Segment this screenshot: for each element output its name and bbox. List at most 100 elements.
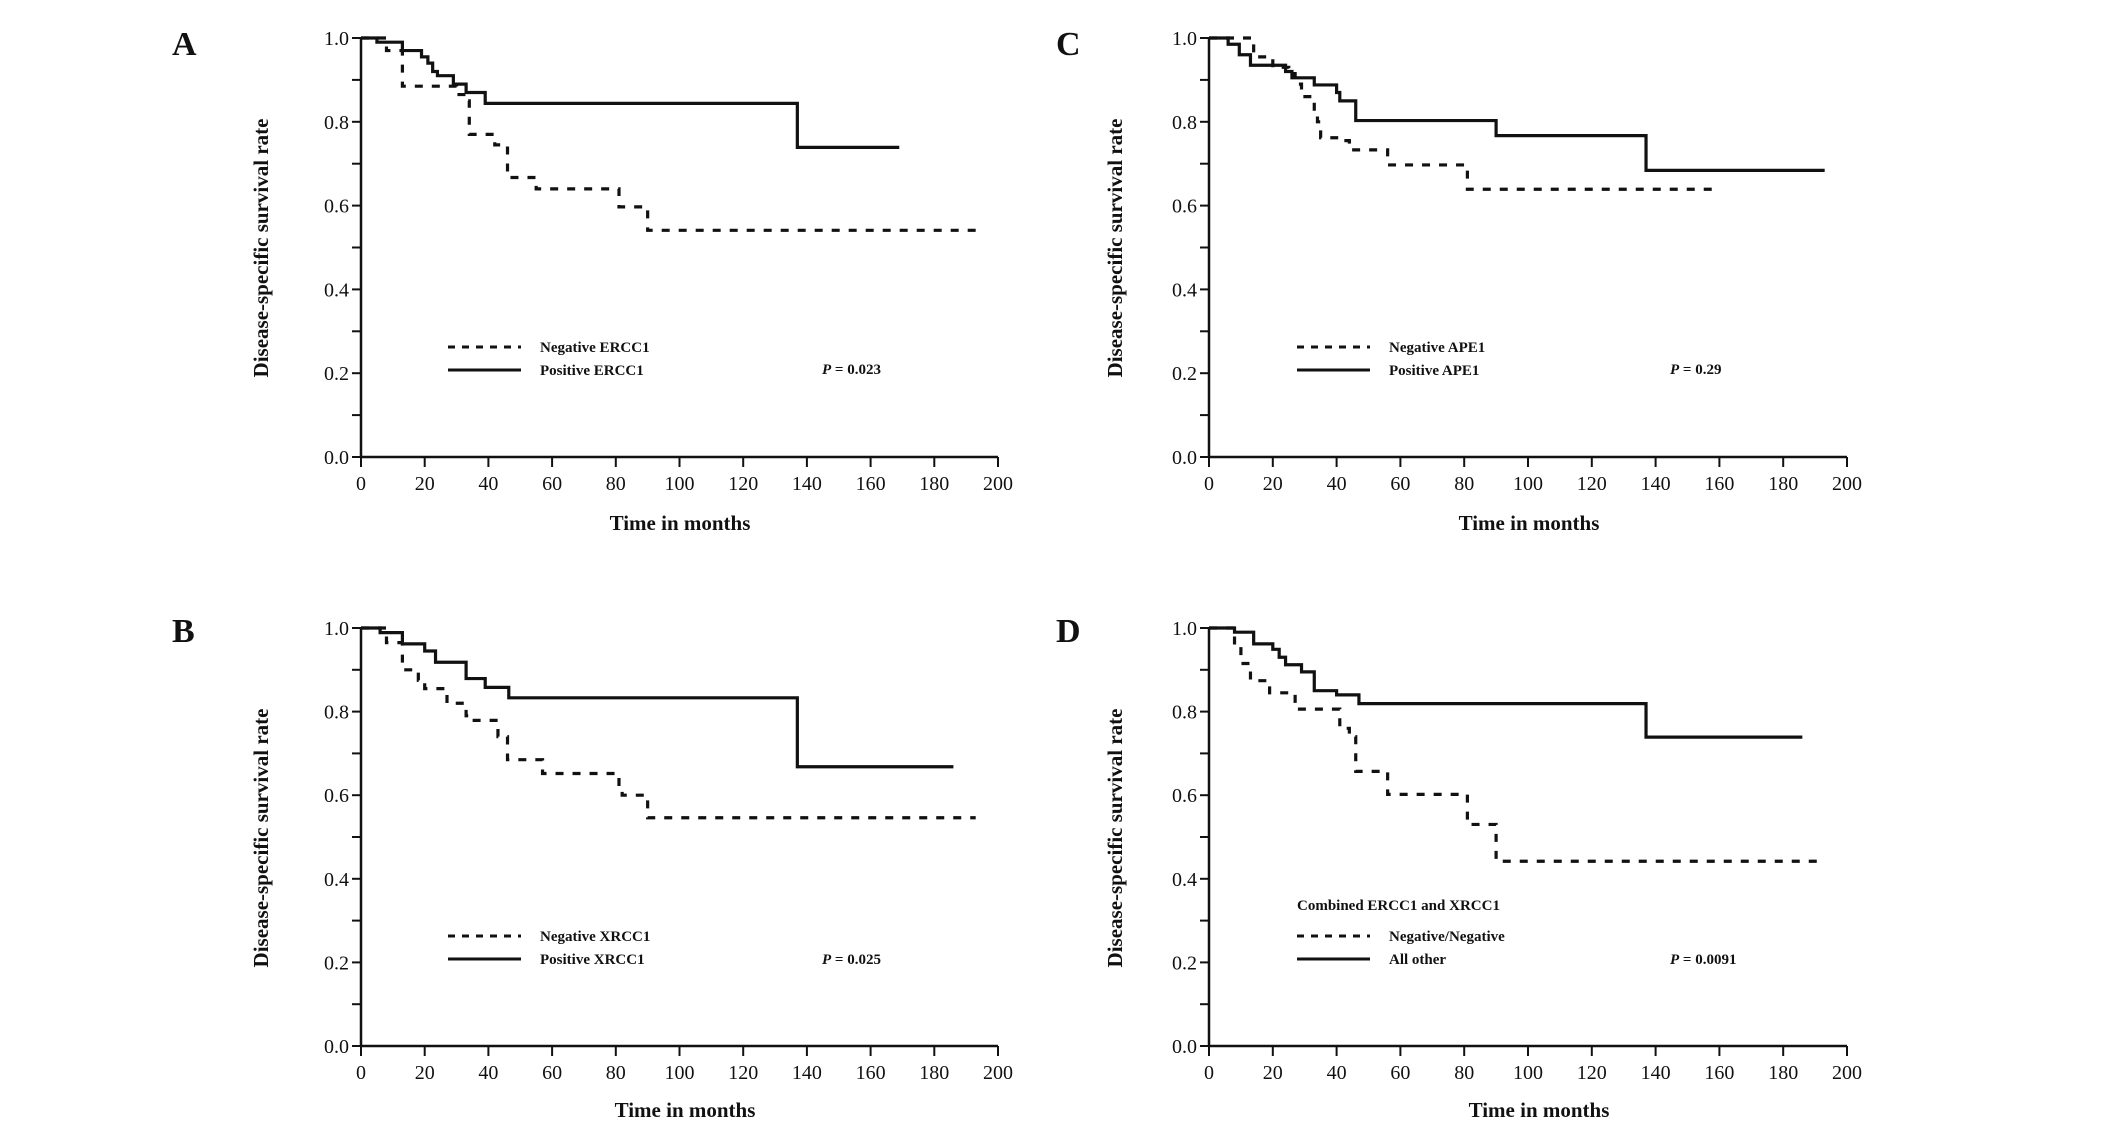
y-tick-label: 0.6 <box>324 196 349 218</box>
x-tick-label: 180 <box>919 473 949 495</box>
p-value-annotation: P = 0.29 <box>1670 362 1721 378</box>
x-tick-label: 180 <box>919 1062 949 1084</box>
panel-b: B 0.0 0.2 0.4 0.6 0.8 1.0 0 20 40 60 80 100 120 140 160… <box>172 613 1013 1122</box>
legend-label: Positive APE1 <box>1389 363 1479 379</box>
y-axis-title: Disease-specific survival rate <box>1103 119 1127 378</box>
y-tick-label: 1.0 <box>324 28 349 50</box>
legend-label: Negative/Negative <box>1389 929 1505 945</box>
x-tick-label: 120 <box>1577 473 1607 495</box>
legend-label: All other <box>1389 952 1446 968</box>
y-tick-label: 1.0 <box>1172 28 1197 50</box>
series-line-solid <box>1209 36 1825 173</box>
y-tick-label: 0.6 <box>1172 785 1197 807</box>
x-tick-label: 100 <box>665 473 695 495</box>
panel-letter: C <box>1056 26 1081 63</box>
y-tick-label: 0.8 <box>1172 702 1197 724</box>
x-tick-label: 20 <box>1263 1062 1283 1084</box>
x-tick-label: 0 <box>1204 473 1214 495</box>
series-line-solid <box>361 36 900 149</box>
x-tick-label: 160 <box>856 473 886 495</box>
panel-c: C 0.0 0.2 0.4 0.6 0.8 1.0 0 20 40 60 80 100 120 140 160… <box>1056 26 1862 535</box>
x-tick-label: 120 <box>728 1062 758 1084</box>
x-tick-label: 160 <box>856 1062 886 1084</box>
y-tick-label: 0.6 <box>324 785 349 807</box>
x-tick-label: 140 <box>1641 473 1671 495</box>
x-tick-label: 140 <box>792 473 822 495</box>
x-tick-label: 80 <box>606 473 626 495</box>
x-tick-label: 200 <box>1832 473 1862 495</box>
x-tick-label: 140 <box>1641 1062 1671 1084</box>
y-tick-label: 0.4 <box>324 279 349 301</box>
y-tick-label: 0.4 <box>1172 279 1197 301</box>
x-tick-label: 20 <box>415 1062 435 1084</box>
x-tick-label: 100 <box>1513 1062 1543 1084</box>
y-tick-label: 0.0 <box>324 1036 349 1058</box>
p-value-annotation: P = 0.0091 <box>1670 952 1736 968</box>
series-line-dashed <box>1209 626 1825 863</box>
y-axis-title: Disease-specific survival rate <box>1103 709 1127 968</box>
x-tick-label: 180 <box>1768 1062 1798 1084</box>
x-tick-label: 80 <box>1454 473 1474 495</box>
y-tick-label: 0.4 <box>1172 869 1197 891</box>
x-tick-label: 60 <box>1390 473 1410 495</box>
y-tick-label: 0.2 <box>1172 363 1197 385</box>
y-tick-label: 0.0 <box>1172 447 1197 469</box>
x-tick-label: 120 <box>728 473 758 495</box>
y-tick-label: 0.0 <box>1172 1036 1197 1058</box>
x-tick-label: 80 <box>1454 1062 1474 1084</box>
legend-label: Negative APE1 <box>1389 340 1485 356</box>
p-value-annotation: P = 0.023 <box>822 362 881 378</box>
y-tick-label: 0.2 <box>324 952 349 974</box>
x-tick-label: 160 <box>1704 473 1734 495</box>
x-tick-label: 60 <box>542 473 562 495</box>
y-tick-label: 0.8 <box>1172 112 1197 134</box>
x-tick-label: 200 <box>1832 1062 1862 1084</box>
x-tick-label: 80 <box>606 1062 626 1084</box>
x-tick-label: 20 <box>415 473 435 495</box>
x-tick-label: 40 <box>1327 473 1347 495</box>
y-tick-label: 0.4 <box>324 869 349 891</box>
series-line-dashed <box>1209 36 1720 191</box>
x-tick-label: 180 <box>1768 473 1798 495</box>
panel-d: D 0.0 0.2 0.4 0.6 0.8 1.0 0 20 40 60 80 100 120 140 160… <box>1056 613 1862 1122</box>
series-line-dashed <box>361 36 976 232</box>
legend-label: Negative ERCC1 <box>540 340 650 356</box>
x-axis-title: Time in months <box>1459 511 1600 535</box>
x-tick-label: 20 <box>1263 473 1283 495</box>
y-axis-title: Disease-specific survival rate <box>249 709 273 968</box>
series-line-solid <box>361 626 954 769</box>
y-tick-label: 1.0 <box>324 618 349 640</box>
panel-letter: B <box>172 613 195 650</box>
x-tick-label: 120 <box>1577 1062 1607 1084</box>
legend-title: Combined ERCC1 and XRCC1 <box>1297 898 1500 914</box>
x-tick-label: 60 <box>542 1062 562 1084</box>
x-tick-label: 100 <box>1513 473 1543 495</box>
y-tick-label: 0.2 <box>324 363 349 385</box>
legend-label: Positive XRCC1 <box>540 952 645 968</box>
panel-a: A 0.0 0.2 0.4 0.6 0.8 1.0 0 20 40 60 80 100 120 140 160… <box>172 26 1013 535</box>
panel-letter: D <box>1056 613 1081 650</box>
y-axis-title: Disease-specific survival rate <box>249 119 273 378</box>
x-tick-label: 100 <box>665 1062 695 1084</box>
x-tick-label: 40 <box>478 473 498 495</box>
x-axis-title: Time in months <box>1469 1098 1610 1122</box>
y-tick-label: 0.8 <box>324 702 349 724</box>
legend-label: Positive ERCC1 <box>540 363 644 379</box>
y-tick-label: 0.8 <box>324 112 349 134</box>
series-line-dashed <box>361 626 976 820</box>
x-tick-label: 40 <box>478 1062 498 1084</box>
series-line-solid <box>1209 626 1803 739</box>
x-tick-label: 40 <box>1327 1062 1347 1084</box>
y-tick-label: 0.6 <box>1172 196 1197 218</box>
x-tick-label: 60 <box>1390 1062 1410 1084</box>
x-tick-label: 140 <box>792 1062 822 1084</box>
x-tick-label: 200 <box>983 1062 1013 1084</box>
x-tick-label: 160 <box>1704 1062 1734 1084</box>
x-tick-label: 0 <box>356 473 366 495</box>
x-axis-title: Time in months <box>615 1098 756 1122</box>
p-value-annotation: P = 0.025 <box>822 952 881 968</box>
y-tick-label: 0.2 <box>1172 952 1197 974</box>
x-axis-title: Time in months <box>610 511 751 535</box>
panel-letter: A <box>172 26 197 63</box>
